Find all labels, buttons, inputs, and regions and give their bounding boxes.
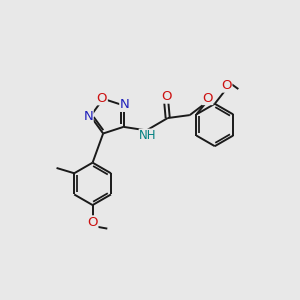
Text: O: O bbox=[161, 90, 172, 103]
Text: O: O bbox=[202, 92, 213, 104]
Text: O: O bbox=[221, 79, 232, 92]
Text: N: N bbox=[120, 98, 130, 111]
Text: NH: NH bbox=[139, 129, 157, 142]
Text: O: O bbox=[87, 216, 98, 229]
Text: O: O bbox=[97, 92, 107, 105]
Text: N: N bbox=[83, 110, 93, 123]
